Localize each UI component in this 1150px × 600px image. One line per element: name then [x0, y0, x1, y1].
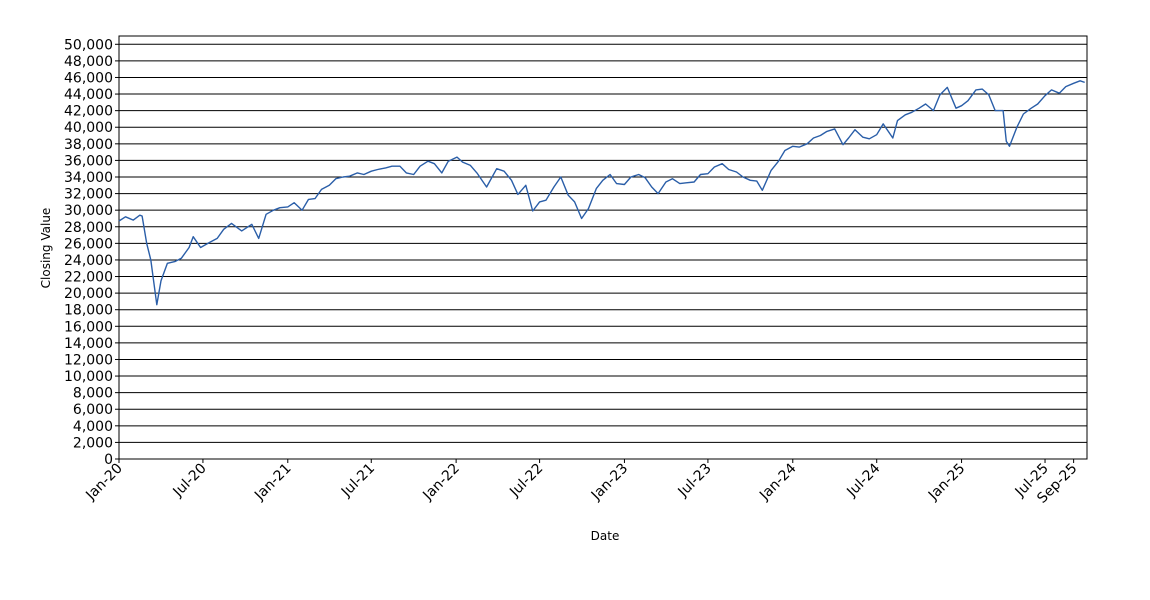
x-tick-label: Jul-21: [338, 461, 378, 501]
y-tick-label: 12,000: [64, 352, 113, 368]
x-tick-label: Jul-24: [843, 460, 883, 500]
y-tick-label: 20,000: [64, 286, 113, 302]
y-tick-label: 4,000: [73, 419, 113, 435]
y-tick-label: 22,000: [64, 270, 113, 286]
x-tick-label: Jan-21: [251, 461, 294, 504]
x-tick-label: Jul-22: [506, 461, 546, 501]
x-tick-label: Jan-24: [756, 460, 800, 504]
y-tick-label: 6,000: [73, 402, 113, 418]
x-tick-label: Jan-25: [925, 461, 968, 504]
y-axis-ticks: 02,0004,0006,0008,00010,00012,00014,0001…: [64, 37, 119, 468]
y-tick-label: 44,000: [64, 87, 113, 103]
y-tick-label: 0: [104, 452, 113, 468]
y-tick-label: 28,000: [64, 220, 113, 236]
y-tick-label: 30,000: [64, 203, 113, 219]
y-tick-label: 48,000: [64, 54, 113, 70]
y-tick-label: 10,000: [64, 369, 113, 385]
plot-area: [118, 35, 1088, 460]
y-tick-label: 8,000: [73, 386, 113, 402]
y-tick-label: 24,000: [64, 253, 113, 269]
x-axis-ticks: Jan-20 Jul-20 Jan-21 Jul-21 Jan-22 Jul-22 Jan-…: [82, 459, 1080, 507]
x-axis-label: Date: [591, 529, 620, 543]
x-tick-label: Jul-23: [675, 461, 715, 501]
y-tick-label: 42,000: [64, 104, 113, 120]
y-tick-label: 26,000: [64, 236, 113, 252]
y-tick-label: 40,000: [64, 120, 113, 136]
y-tick-label: 38,000: [64, 137, 113, 153]
y-tick-label: 34,000: [64, 170, 113, 186]
x-tick-label: Jul-20: [170, 461, 210, 501]
gridlines: [119, 43, 1087, 460]
y-tick-label: 14,000: [64, 336, 113, 352]
y-tick-label: 16,000: [64, 319, 113, 335]
y-tick-label: 46,000: [64, 70, 113, 86]
x-tick-label: Jan-23: [588, 461, 631, 504]
x-tick-label: Jan-22: [419, 461, 462, 504]
y-tick-label: 18,000: [64, 303, 113, 319]
y-tick-label: 32,000: [64, 187, 113, 203]
y-tick-label: 50,000: [64, 37, 113, 53]
y-tick-label: 2,000: [73, 435, 113, 451]
series-line: [118, 80, 1085, 306]
y-tick-label: 36,000: [64, 153, 113, 169]
y-axis-label: Closing Value: [39, 208, 53, 289]
